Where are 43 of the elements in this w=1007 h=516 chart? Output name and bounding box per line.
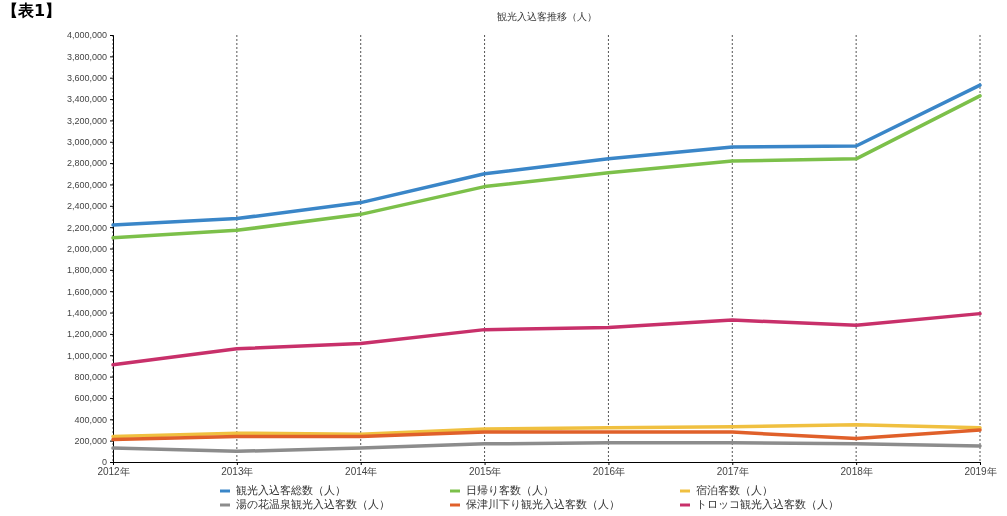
- y-tick-label: 3,400,000: [66, 94, 107, 105]
- y-tick-label: 400,000: [74, 414, 107, 425]
- y-tick-label: 1,600,000: [66, 286, 107, 297]
- line-series: [111, 311, 982, 367]
- legend-label: 日帰り客数（人）: [466, 484, 554, 497]
- y-tick-label: 2,600,000: [66, 179, 107, 190]
- y-tick-label: 1,400,000: [66, 307, 107, 318]
- x-tick-label: 2017年: [716, 466, 749, 478]
- x-tick-label: 2018年: [840, 466, 873, 478]
- y-tick-label: 0: [101, 457, 107, 468]
- y-tick-label: 600,000: [74, 393, 107, 404]
- legend-label: 観光入込客総数（人）: [236, 484, 346, 497]
- y-tick-label: 3,000,000: [66, 137, 107, 148]
- y-tick-label: 4,000,000: [66, 30, 107, 41]
- line-series: [111, 94, 982, 240]
- legend-label: トロッコ観光入込客数（人）: [696, 498, 839, 511]
- x-tick-label: 2019年: [964, 466, 997, 478]
- y-tick-label: 1,000,000: [66, 350, 107, 361]
- line-series: [111, 83, 982, 227]
- line-series: [111, 441, 982, 454]
- legend-label: 湯の花温泉観光入込客数（人）: [236, 498, 390, 511]
- x-tick-label: 2014年: [345, 466, 378, 478]
- x-tick-label: 2013年: [221, 466, 254, 478]
- y-tick-label: 3,200,000: [66, 115, 107, 126]
- x-tick-label: 2016年: [592, 466, 626, 478]
- y-tick-label: 1,800,000: [66, 265, 107, 276]
- y-tick-label: 200,000: [74, 436, 107, 447]
- legend-label: 宿泊客数（人）: [696, 484, 773, 497]
- line-series: [111, 428, 982, 442]
- y-tick-label: 2,800,000: [66, 158, 107, 169]
- chart-title: 観光入込客推移（人）: [496, 11, 597, 22]
- x-tick-label: 2012年: [97, 466, 130, 478]
- y-tick-label: 2,200,000: [66, 222, 107, 233]
- y-tick-label: 2,400,000: [66, 201, 107, 212]
- y-tick-label: 800,000: [74, 371, 107, 382]
- y-tick-label: 2,000,000: [66, 243, 107, 254]
- y-tick-label: 1,200,000: [66, 329, 107, 340]
- y-tick-label: 3,600,000: [66, 73, 107, 84]
- line-series: [111, 422, 982, 439]
- x-tick-label: 2015年: [468, 466, 502, 478]
- legend-label: 保津川下り観光入込客数（人）: [466, 498, 620, 511]
- text: 【表1】: [2, 1, 62, 20]
- y-tick-label: 3,800,000: [66, 51, 107, 62]
